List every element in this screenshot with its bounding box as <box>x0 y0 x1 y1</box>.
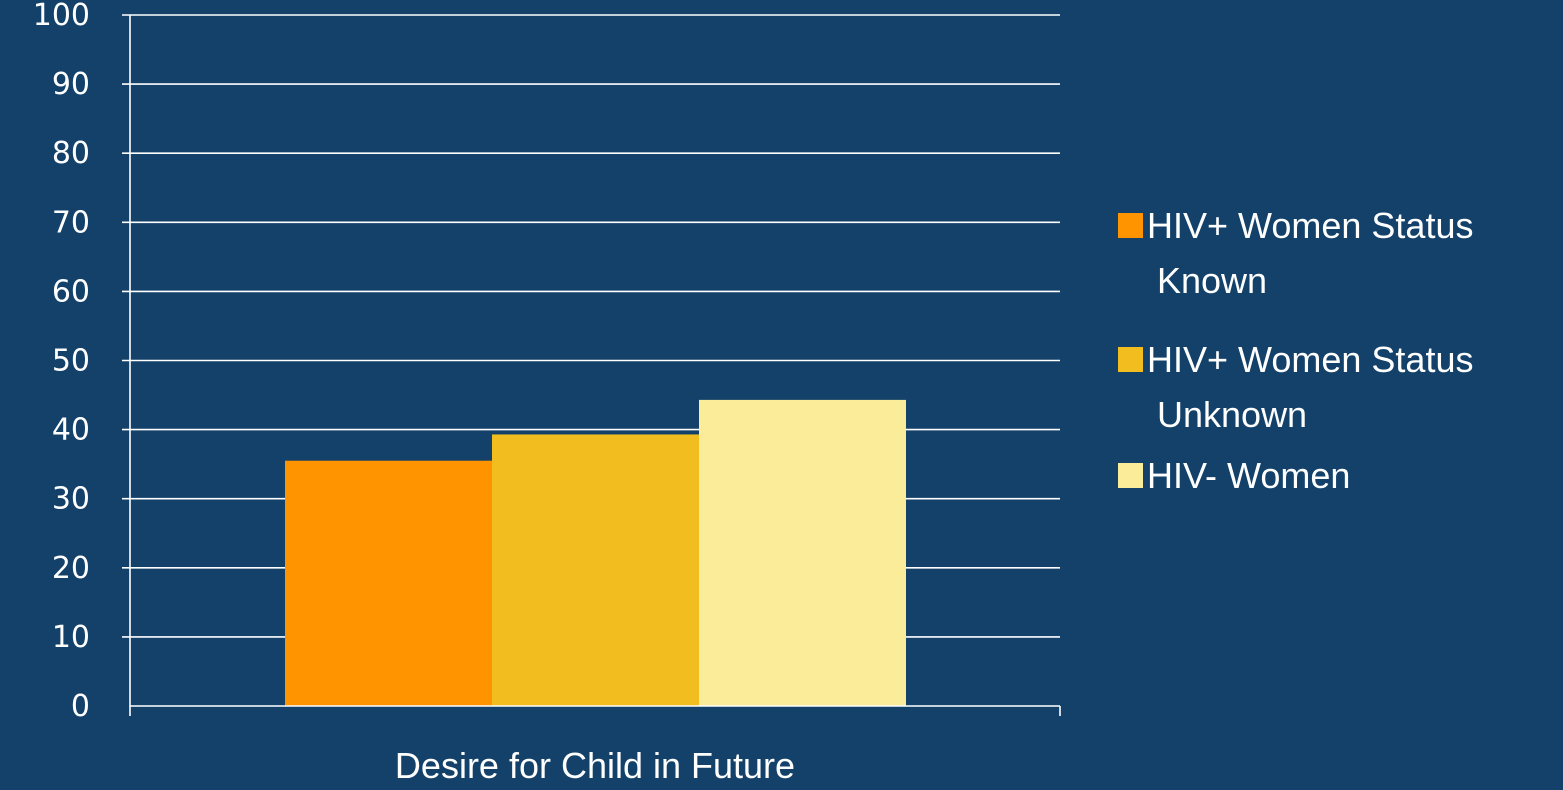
y-tick-label-20: 20 <box>52 551 90 586</box>
axes <box>129 15 1061 716</box>
legend: HIV+ Women Status Known HIV+ Women Status U… <box>1118 205 1473 496</box>
y-tick-label-60: 60 <box>52 274 90 309</box>
x-category-label: Desire for Child in Future <box>395 745 795 786</box>
legend-swatch-1 <box>1118 213 1143 238</box>
y-tick-label-30: 30 <box>52 482 90 517</box>
y-tick-label-10: 10 <box>52 620 90 655</box>
legend-label-2-line-1: HIV+ Women Status <box>1147 339 1473 380</box>
legend-label-2-line-2: Unknown <box>1157 394 1307 435</box>
bar-2 <box>492 434 699 706</box>
y-tick-label-40: 40 <box>52 413 90 448</box>
legend-item-2: HIV+ Women Status Unknown <box>1118 339 1473 435</box>
y-axis-tick-labels: 0 10 20 30 40 50 60 70 80 90 100 <box>33 0 90 724</box>
y-tick-label-90: 90 <box>52 67 90 102</box>
gridlines <box>122 14 1060 638</box>
legend-label-3-line-1: HIV- Women <box>1147 455 1350 496</box>
bar-1 <box>285 460 492 706</box>
y-tick-label-80: 80 <box>52 136 90 171</box>
y-tick-label-100: 100 <box>33 0 90 33</box>
legend-item-1: HIV+ Women Status Known <box>1118 205 1473 301</box>
x-axis-category-labels: Desire for Child in Future <box>395 745 795 786</box>
bars <box>285 399 906 706</box>
legend-swatch-2 <box>1118 347 1143 372</box>
legend-label-1-line-1: HIV+ Women Status <box>1147 205 1473 246</box>
legend-swatch-3 <box>1118 463 1143 488</box>
bar-3 <box>699 399 906 706</box>
legend-label-1-line-2: Known <box>1157 260 1267 301</box>
y-tick-label-70: 70 <box>52 205 90 240</box>
legend-item-3: HIV- Women <box>1118 455 1350 496</box>
y-tick-label-50: 50 <box>52 344 90 379</box>
y-tick-label-0: 0 <box>71 689 90 724</box>
